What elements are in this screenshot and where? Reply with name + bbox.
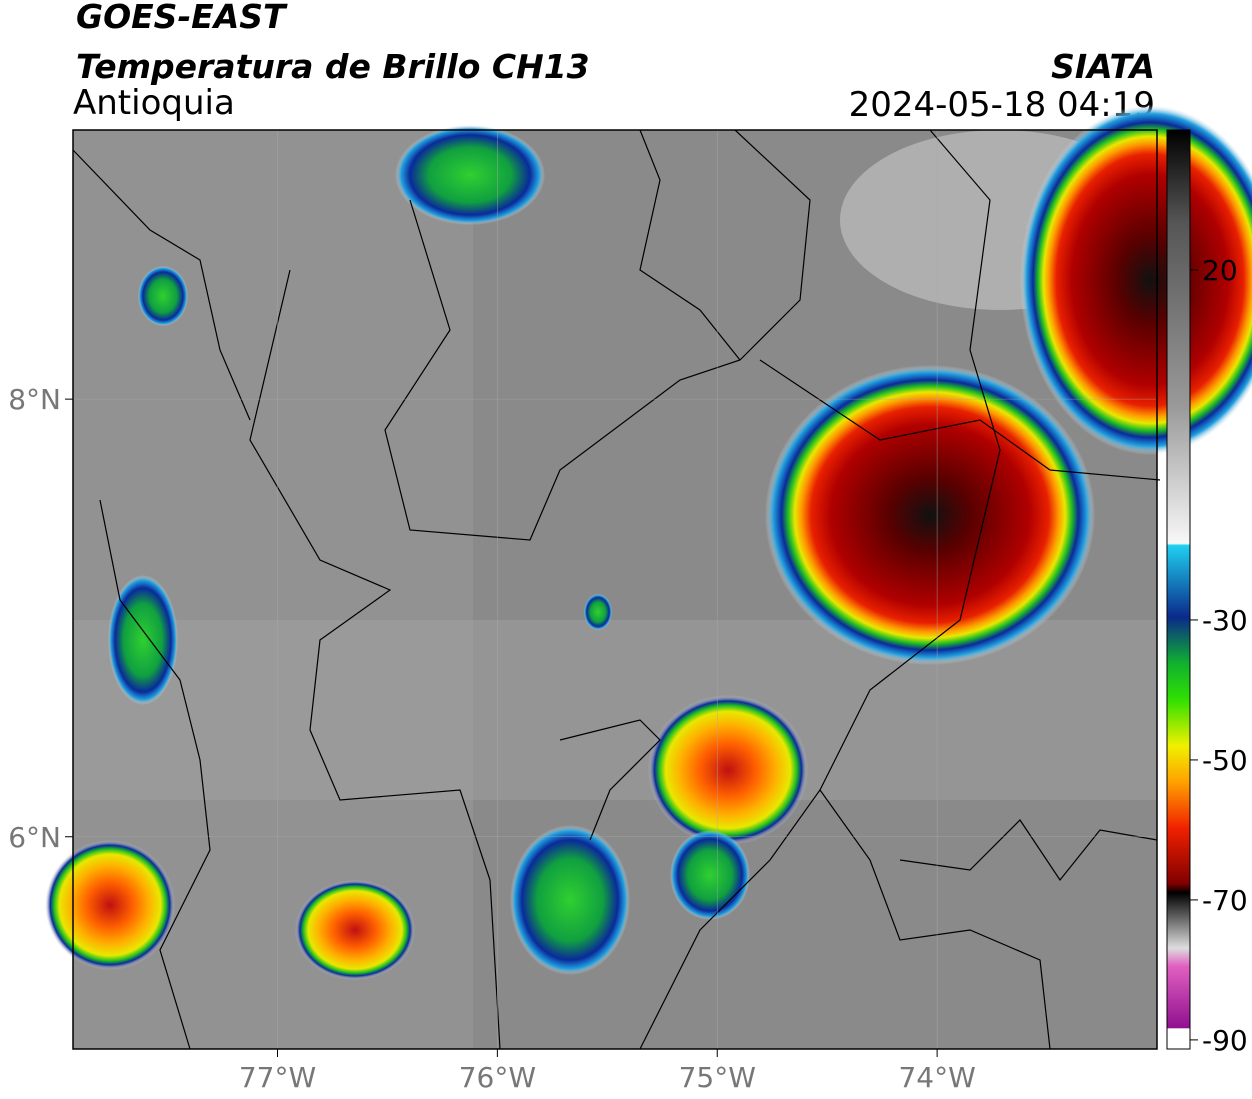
region-title: Antioquia [73, 83, 235, 123]
source-label: SIATA [1051, 47, 1155, 86]
product-title: Temperatura de Brillo CH13 [76, 47, 590, 86]
colorbar-tick-label: -50 [1202, 744, 1248, 777]
x-tick-label: 75°W [679, 1061, 756, 1094]
colorbar-tick-label: -30 [1202, 604, 1248, 637]
x-tick-label: 74°W [898, 1061, 975, 1094]
colorbar-tick-label: 20 [1202, 254, 1238, 287]
x-tick-label: 77°W [239, 1061, 316, 1094]
y-tick-label: 8°N [8, 383, 61, 416]
colorbar-tick-label: -90 [1202, 1024, 1248, 1057]
map-image [45, 105, 1252, 1050]
colorbar [1166, 129, 1191, 1050]
colorbar-tick-label: -70 [1202, 884, 1248, 917]
satellite-title: GOES-EAST [76, 0, 288, 36]
x-tick-label: 76°W [459, 1061, 536, 1094]
y-tick-label: 6°N [8, 821, 61, 854]
